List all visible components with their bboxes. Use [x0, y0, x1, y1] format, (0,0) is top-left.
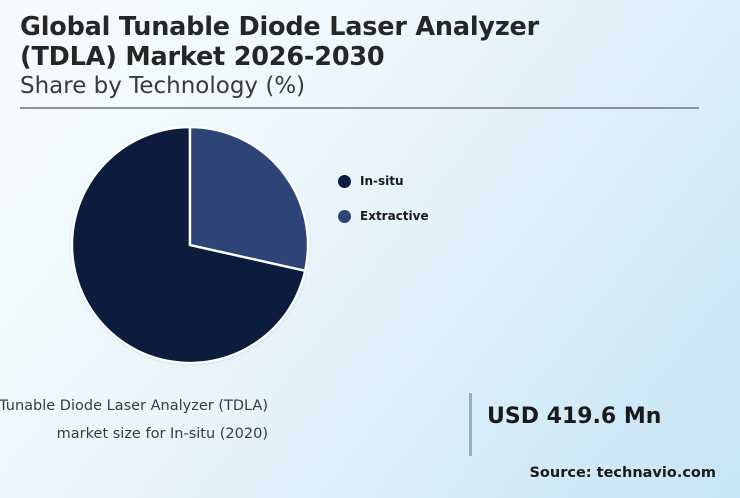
page-subtitle: Share by Technology (%) — [20, 73, 306, 99]
page-title-line-1: Global Tunable Diode Laser Analyzer — [20, 12, 539, 42]
stat-callout: Tunable Diode Laser Analyzer (TDLA) mark… — [0, 392, 720, 458]
stat-divider — [469, 393, 472, 456]
pie-slice-group — [70, 125, 310, 365]
page-title-line-2: (TDLA) Market 2026-2030 — [20, 42, 385, 72]
stat-caption-line-2: market size for In-situ (2020) — [56, 426, 268, 442]
pie-slice-extractive[interactable] — [188, 125, 310, 272]
pie-slice-in-situ[interactable] — [70, 125, 307, 365]
header-divider — [20, 107, 699, 109]
pie-chart-svg — [70, 125, 310, 365]
page-header: Global Tunable Diode Laser Analyzer (TDL… — [20, 12, 710, 101]
legend-item-in-situ[interactable]: In-situ — [338, 170, 429, 192]
circle-marker-icon — [338, 174, 351, 188]
legend-item-extractive[interactable]: Extractive — [338, 205, 429, 227]
stat-caption-line-1: Tunable Diode Laser Analyzer (TDLA) — [0, 398, 268, 414]
legend-label-in-situ: In-situ — [360, 174, 404, 188]
legend-label-extractive: Extractive — [360, 209, 429, 223]
source-credit: Source: technavio.com — [529, 465, 716, 481]
stat-value: USD 419.6 Mn — [487, 404, 662, 429]
stat-caption: Tunable Diode Laser Analyzer (TDLA) mark… — [0, 392, 268, 448]
circle-marker-icon — [338, 209, 351, 223]
pie-chart — [62, 117, 318, 373]
chart-legend: In-situ Extractive — [338, 170, 429, 240]
